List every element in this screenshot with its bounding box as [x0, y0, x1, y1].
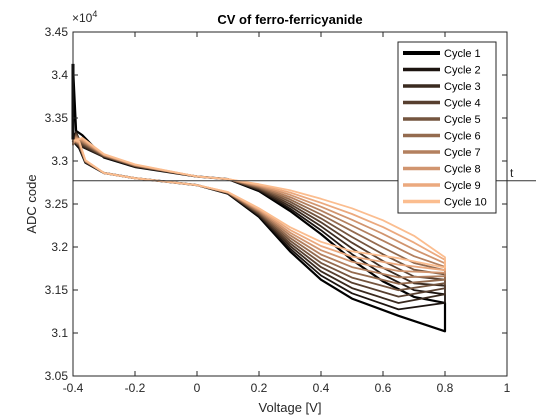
legend-label-cycle-8: Cycle 8	[444, 164, 481, 176]
legend-label-cycle-6: Cycle 6	[444, 131, 481, 143]
y-tick-label: 3.25	[45, 197, 69, 211]
x-tick-label: 0.4	[313, 381, 330, 395]
y-multiplier-exponent: 4	[92, 9, 97, 19]
y-axis-label: ADC code	[24, 174, 39, 233]
series-line-cycle-10	[72, 136, 446, 269]
y-tick-label: 3.2	[51, 240, 68, 254]
legend-label-cycle-5: Cycle 5	[444, 114, 481, 126]
x-tick-label: -0.4	[63, 381, 84, 395]
y-tick-label: 3.45	[45, 25, 69, 39]
x-tick-label: 1	[504, 381, 511, 395]
x-tick-label: -0.2	[125, 381, 146, 395]
legend: Cycle 1 Cycle 2 Cycle 3 Cycle 4 Cycle 5 Cycle…	[397, 41, 497, 214]
y-tick-label: 3.05	[45, 369, 69, 383]
y-multiplier: ×104	[72, 9, 97, 25]
legend-label-cycle-2: Cycle 2	[444, 65, 481, 77]
legend-label-cycle-9: Cycle 9	[444, 180, 481, 192]
legend-label-cycle-3: Cycle 3	[444, 81, 481, 93]
y-tick-label: 3.4	[51, 68, 68, 82]
legend-label-cycle-7: Cycle 7	[444, 147, 481, 159]
legend-label-cycle-4: Cycle 4	[444, 98, 481, 110]
legend-label-cycle-10: Cycle 10	[444, 197, 487, 209]
y-multiplier-base: ×10	[72, 11, 93, 25]
legend-label-cycle-1: Cycle 1	[444, 48, 481, 60]
x-tick-label: 0.2	[251, 381, 268, 395]
chart-title: CV of ferro-ferricyanide	[217, 12, 362, 27]
x-axis-label: Voltage [V]	[259, 400, 322, 415]
reference-line-label: t	[510, 166, 514, 180]
y-tick-label: 3.1	[51, 326, 68, 340]
x-tick-label: 0.6	[375, 381, 392, 395]
y-tick-label: 3.15	[45, 283, 69, 297]
axes: -0.4 -0.2 0 0.2 0.4 0.6 0.8 1 3.05 3.1 3.15 3.2 3.25…	[45, 25, 511, 395]
x-tick-label: 0	[194, 381, 201, 395]
y-tick-label: 3.35	[45, 111, 69, 125]
x-tick-label: 0.8	[437, 381, 454, 395]
y-tick-label: 3.3	[51, 154, 68, 168]
series-layer	[71, 63, 447, 333]
